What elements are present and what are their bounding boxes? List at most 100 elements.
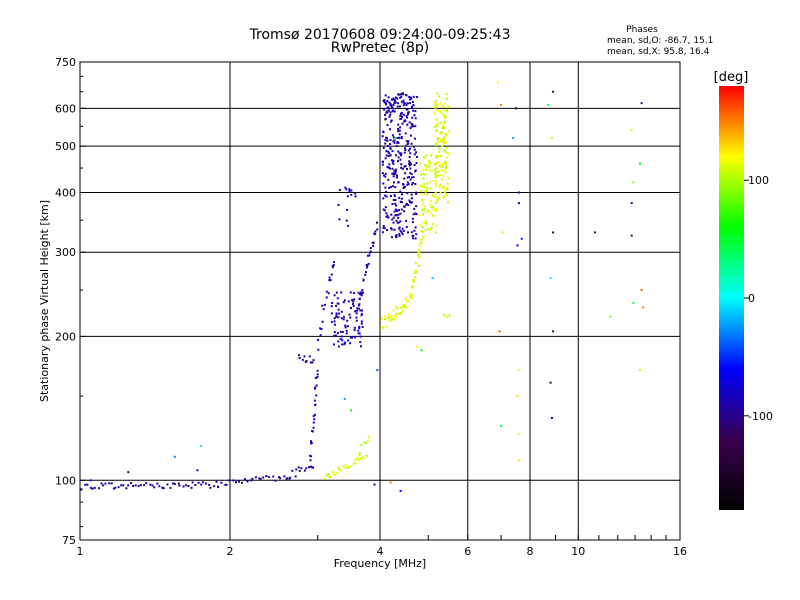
data-point bbox=[346, 325, 349, 328]
data-point bbox=[351, 299, 354, 302]
data-point bbox=[353, 292, 356, 294]
data-point bbox=[386, 111, 389, 114]
data-point bbox=[414, 276, 417, 278]
data-point bbox=[412, 101, 414, 103]
data-point bbox=[419, 162, 421, 165]
data-point bbox=[312, 359, 315, 362]
data-point bbox=[426, 182, 429, 185]
data-point bbox=[347, 224, 350, 227]
data-point bbox=[334, 323, 336, 326]
data-point bbox=[403, 306, 406, 309]
data-point bbox=[386, 325, 388, 328]
data-point bbox=[324, 477, 327, 480]
data-point bbox=[549, 381, 552, 384]
data-point bbox=[395, 168, 398, 171]
data-point bbox=[352, 300, 355, 303]
data-point bbox=[404, 172, 407, 175]
data-point bbox=[421, 209, 423, 212]
data-point bbox=[300, 467, 303, 470]
data-point bbox=[445, 141, 448, 144]
data-point bbox=[423, 208, 426, 211]
data-point bbox=[407, 113, 409, 116]
data-point bbox=[381, 231, 384, 234]
data-point bbox=[422, 173, 425, 175]
data-point bbox=[352, 462, 355, 465]
data-point bbox=[398, 233, 401, 236]
chart-subtitle: RwPretec (8p) bbox=[331, 40, 429, 56]
data-point bbox=[340, 291, 343, 294]
data-point bbox=[437, 174, 440, 177]
data-point bbox=[405, 226, 408, 228]
data-point bbox=[422, 208, 425, 211]
data-point bbox=[414, 269, 417, 272]
data-point bbox=[342, 318, 345, 321]
data-point bbox=[354, 310, 357, 313]
data-point bbox=[387, 178, 390, 181]
data-point bbox=[343, 397, 346, 400]
data-point bbox=[350, 189, 353, 192]
data-point bbox=[517, 202, 520, 205]
data-point bbox=[384, 139, 387, 142]
data-point bbox=[322, 308, 325, 311]
data-point bbox=[389, 139, 392, 141]
data-point bbox=[520, 237, 523, 240]
data-point bbox=[386, 100, 389, 102]
data-point bbox=[122, 484, 125, 487]
data-point bbox=[420, 241, 423, 244]
data-point bbox=[335, 314, 338, 317]
data-point bbox=[630, 129, 633, 132]
data-point bbox=[418, 244, 421, 247]
data-point bbox=[517, 369, 520, 372]
data-point bbox=[319, 327, 322, 330]
data-point bbox=[391, 107, 394, 110]
data-point bbox=[354, 462, 357, 465]
data-point bbox=[97, 487, 100, 490]
data-point bbox=[516, 395, 519, 398]
y-axis-ticks: 75 100 200 300 400 500 600 750 bbox=[55, 56, 86, 547]
data-point bbox=[333, 320, 336, 323]
data-point bbox=[440, 144, 443, 147]
data-point bbox=[433, 209, 436, 211]
data-point bbox=[279, 477, 282, 480]
data-point bbox=[384, 94, 387, 97]
data-point bbox=[357, 458, 359, 460]
stats-o-mode: mean, sd,O: -86.7, 15.1 bbox=[607, 36, 713, 46]
data-point bbox=[358, 303, 361, 306]
data-point bbox=[436, 138, 439, 141]
data-point bbox=[337, 308, 340, 311]
data-point bbox=[406, 102, 409, 105]
data-point bbox=[401, 233, 404, 235]
data-point bbox=[417, 248, 420, 251]
data-point bbox=[407, 183, 410, 186]
data-point bbox=[440, 178, 443, 181]
data-point bbox=[440, 155, 442, 158]
data-point bbox=[201, 481, 204, 484]
data-point bbox=[312, 466, 315, 469]
colorbar-tick-label: 0 bbox=[748, 292, 755, 305]
data-point bbox=[91, 487, 94, 490]
data-point bbox=[416, 346, 419, 348]
data-point bbox=[407, 140, 410, 142]
data-point bbox=[412, 237, 415, 240]
data-point bbox=[383, 227, 386, 230]
data-point bbox=[392, 159, 395, 162]
data-point bbox=[399, 312, 402, 315]
data-point bbox=[414, 212, 417, 215]
data-point bbox=[439, 111, 442, 114]
data-point bbox=[343, 343, 346, 346]
data-point bbox=[430, 206, 433, 209]
data-point bbox=[355, 319, 358, 322]
data-point bbox=[406, 181, 409, 184]
data-point bbox=[412, 281, 415, 283]
data-point bbox=[166, 483, 169, 486]
data-point bbox=[347, 339, 350, 342]
data-points bbox=[79, 81, 645, 492]
data-point bbox=[347, 467, 350, 469]
data-point bbox=[127, 484, 130, 487]
data-point bbox=[424, 210, 427, 213]
colorbar-tick-label: -100 bbox=[748, 410, 773, 423]
data-point bbox=[401, 116, 404, 118]
data-point bbox=[438, 164, 441, 167]
data-point bbox=[360, 291, 362, 294]
data-point bbox=[435, 180, 438, 183]
